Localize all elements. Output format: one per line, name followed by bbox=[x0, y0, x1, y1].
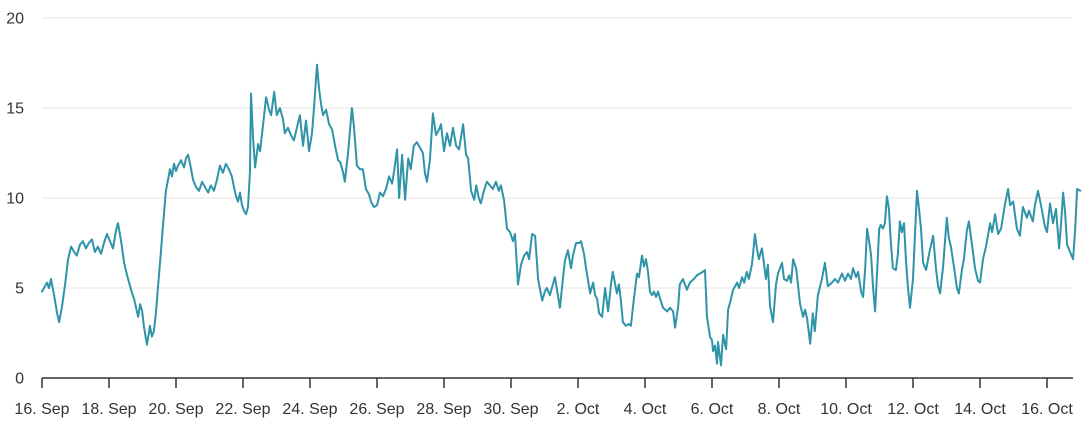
x-axis-label: 16. Sep bbox=[14, 401, 69, 418]
x-axis-label: 26. Sep bbox=[349, 401, 404, 418]
y-axis-label: 0 bbox=[15, 371, 24, 388]
x-axis-label: 24. Sep bbox=[282, 401, 337, 418]
x-axis-label: 6. Oct bbox=[691, 401, 734, 418]
x-axis-label: 22. Sep bbox=[215, 401, 270, 418]
y-axis-label: 5 bbox=[15, 281, 24, 298]
x-axis-label: 4. Oct bbox=[624, 401, 667, 418]
x-axis-label: 18. Sep bbox=[81, 401, 136, 418]
data-series-line bbox=[41, 63, 1082, 367]
x-axis-label: 14. Oct bbox=[954, 401, 1006, 418]
x-axis-label: 16. Oct bbox=[1021, 401, 1073, 418]
y-axis-label: 20 bbox=[6, 11, 24, 28]
y-axis-label: 10 bbox=[6, 191, 24, 208]
x-axis-label: 10. Oct bbox=[820, 401, 872, 418]
x-axis-label: 28. Sep bbox=[416, 401, 471, 418]
x-axis-label: 30. Sep bbox=[483, 401, 538, 418]
x-axis-label: 2. Oct bbox=[557, 401, 600, 418]
y-axis-label: 15 bbox=[6, 101, 24, 118]
x-axis-label: 12. Oct bbox=[887, 401, 939, 418]
x-axis-label: 20. Sep bbox=[148, 401, 203, 418]
x-axis-label: 8. Oct bbox=[758, 401, 801, 418]
